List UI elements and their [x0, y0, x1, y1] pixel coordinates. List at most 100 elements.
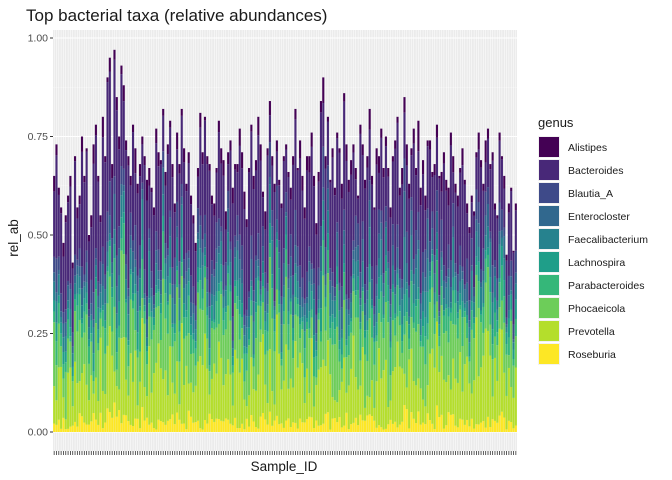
- bar-segment-enterocloster: [345, 299, 348, 310]
- bar-segment-alistipes: [410, 148, 413, 156]
- bar-segment-lachnospira: [185, 310, 188, 318]
- bar-segment-roseburia: [305, 419, 309, 432]
- bar-segment-prevotella: [97, 401, 100, 425]
- bar-segment-enterocloster: [326, 188, 329, 211]
- bar-segment-lachnospira: [145, 346, 149, 352]
- bar-segment-phocaeicola: [289, 314, 292, 379]
- bar-segment-roseburia: [243, 429, 246, 432]
- bar-segment-prevotella: [176, 361, 179, 413]
- bar-segment-blautia_a: [428, 241, 432, 263]
- bar-segment-faecalibacterium: [176, 237, 179, 267]
- bar-segment-phocaeicola: [514, 336, 517, 368]
- bar-segment-alistipes: [463, 179, 466, 185]
- bar-segment-roseburia: [217, 419, 220, 432]
- bar-segment-roseburia: [473, 428, 476, 432]
- bar-segment-roseburia: [62, 417, 65, 432]
- bar-segment-phocaeicola: [215, 327, 218, 374]
- bar-segment-roseburia: [310, 417, 313, 432]
- bar-segment-blautia_a: [308, 246, 311, 262]
- bar-segment-parabacteroides: [134, 293, 137, 331]
- bar-segment-parabacteroides: [143, 311, 146, 324]
- bar-segment-parabacteroides: [512, 358, 515, 366]
- bar-segment-faecalibacterium: [206, 292, 209, 308]
- bar-segment-alistipes: [294, 108, 297, 120]
- sample-bar: [178, 164, 181, 432]
- bar-segment-enterocloster: [141, 189, 144, 200]
- bar-segment-faecalibacterium: [486, 226, 490, 248]
- bar-segment-roseburia: [83, 422, 86, 432]
- bar-segment-bacteroides: [127, 165, 130, 289]
- bar-segment-lachnospira: [238, 300, 241, 315]
- bar-segment-parabacteroides: [357, 290, 360, 318]
- bar-segment-parabacteroides: [99, 312, 102, 319]
- bar-segment-prevotella: [104, 394, 107, 423]
- bar-segment-roseburia: [69, 426, 72, 432]
- bar-segment-enterocloster: [347, 309, 350, 315]
- bar-segment-parabacteroides: [210, 321, 213, 329]
- bar-segment-faecalibacterium: [69, 308, 72, 328]
- bar-segment-alistipes: [405, 144, 408, 166]
- bar-segment-parabacteroides: [87, 346, 91, 364]
- bar-segment-bacteroides: [257, 135, 260, 234]
- sample-bar: [67, 195, 70, 432]
- bar-segment-parabacteroides: [493, 312, 497, 337]
- bar-segment-blautia_a: [410, 197, 413, 211]
- sample-bar: [449, 132, 452, 432]
- bar-segment-prevotella: [257, 374, 260, 429]
- bar-segment-faecalibacterium: [92, 327, 95, 354]
- bar-segment-roseburia: [343, 425, 346, 432]
- bar-segment-parabacteroides: [55, 341, 58, 366]
- bar-segment-alistipes: [234, 164, 237, 170]
- bar-segment-roseburia: [477, 424, 480, 432]
- sample-bar: [192, 215, 195, 432]
- bar-segment-roseburia: [155, 429, 158, 432]
- bar-segment-bacteroides: [92, 163, 95, 293]
- bar-segment-enterocloster: [433, 273, 436, 293]
- bar-segment-alistipes: [189, 195, 193, 205]
- bar-segment-blautia_a: [266, 283, 269, 292]
- sample-bar: [461, 148, 464, 432]
- bar-segment-phocaeicola: [136, 357, 139, 406]
- sample-bar: [370, 175, 374, 432]
- bar-segment-bacteroides: [187, 163, 190, 251]
- bar-segment-parabacteroides: [106, 271, 109, 304]
- bar-segment-lachnospira: [382, 314, 385, 319]
- bar-segment-enterocloster: [180, 196, 183, 205]
- bar-segment-blautia_a: [57, 256, 60, 270]
- bar-segment-enterocloster: [424, 277, 427, 292]
- bar-segment-faecalibacterium: [171, 298, 174, 324]
- bar-segment-alistipes: [303, 207, 306, 219]
- bar-segment-phocaeicola: [92, 381, 95, 394]
- sample-bar: [382, 168, 385, 432]
- bar-segment-phocaeicola: [171, 346, 174, 383]
- sample-bar: [57, 187, 60, 432]
- bar-segment-bacteroides: [217, 132, 220, 219]
- bar-segment-parabacteroides: [273, 331, 276, 352]
- bar-segment-roseburia: [261, 412, 265, 432]
- bar-segment-phocaeicola: [222, 335, 225, 386]
- bar-segment-roseburia: [259, 416, 262, 432]
- bar-segment-parabacteroides: [278, 304, 281, 313]
- bar-segment-phocaeicola: [477, 307, 480, 377]
- bar-segment-phocaeicola: [69, 341, 72, 368]
- sample-bar: [196, 168, 200, 432]
- bar-segment-faecalibacterium: [503, 258, 506, 281]
- bar-segment-parabacteroides: [431, 261, 434, 288]
- bar-segment-prevotella: [106, 345, 109, 409]
- bar-segment-enterocloster: [496, 300, 499, 310]
- bar-segment-phocaeicola: [138, 351, 142, 382]
- bar-segment-parabacteroides: [169, 283, 172, 295]
- bar-segment-roseburia: [292, 422, 295, 432]
- bar-segment-blautia_a: [491, 265, 494, 293]
- bar-segment-faecalibacterium: [234, 257, 237, 281]
- bar-segment-phocaeicola: [503, 322, 506, 373]
- bar-segment-phocaeicola: [208, 371, 211, 395]
- sample-bar: [94, 124, 97, 432]
- bar-segment-prevotella: [64, 419, 67, 430]
- bar-segment-lachnospira: [247, 327, 251, 340]
- bar-segment-phocaeicola: [159, 340, 162, 369]
- bar-segment-lachnospira: [433, 304, 436, 319]
- bar-segment-phocaeicola: [512, 365, 515, 398]
- bar-segment-alistipes: [324, 156, 327, 169]
- bar-segment-prevotella: [479, 367, 483, 423]
